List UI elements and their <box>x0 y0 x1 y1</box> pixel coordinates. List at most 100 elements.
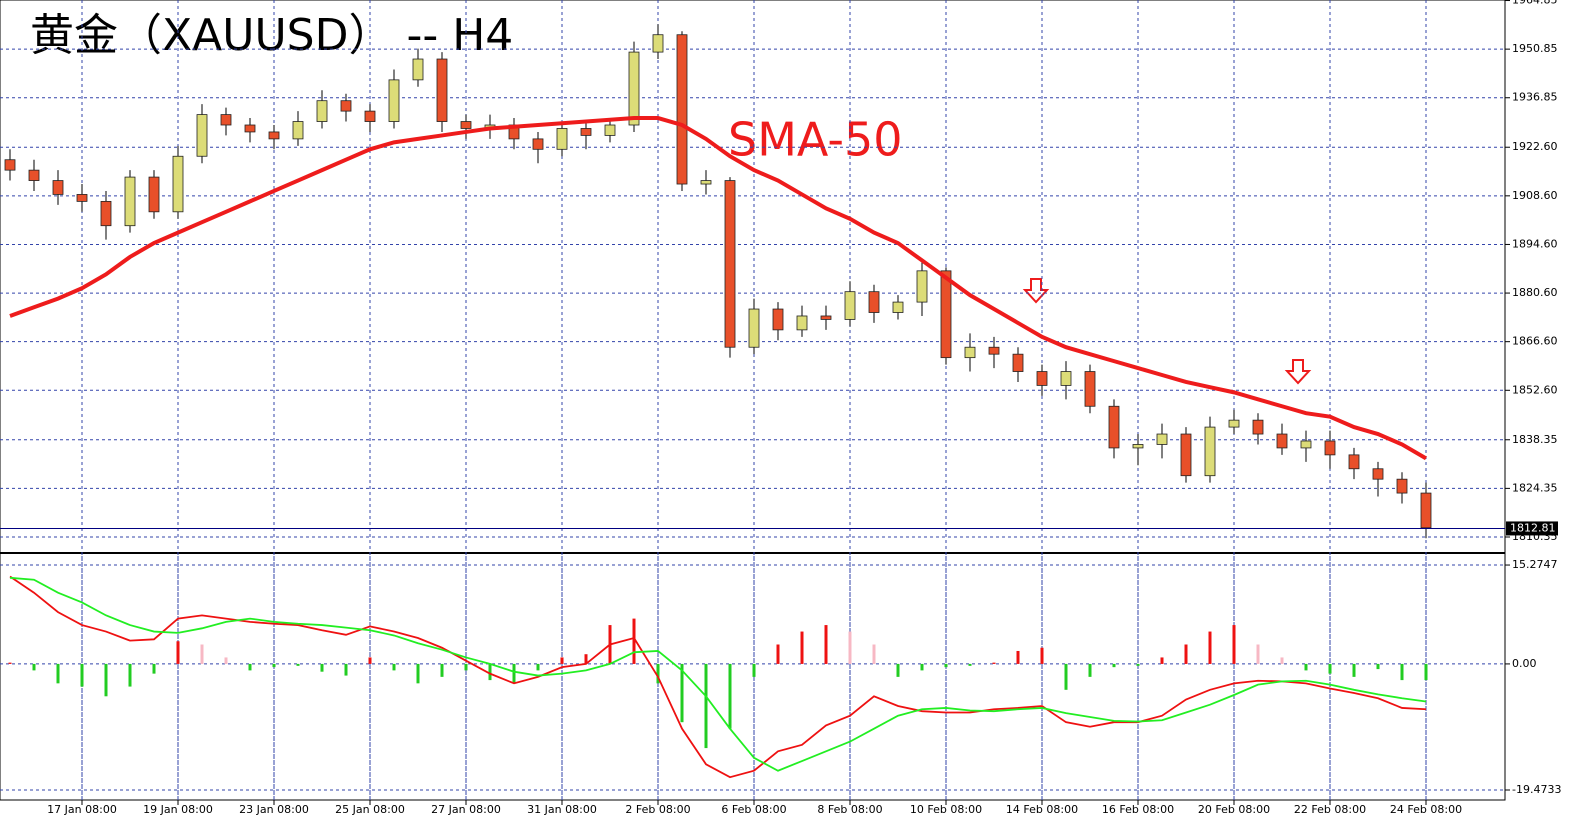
sma-line <box>9 116 1428 461</box>
histogram-bar <box>632 618 636 664</box>
histogram-bar <box>488 663 492 681</box>
y-tick-label: 1838.35 <box>1512 433 1558 446</box>
candle-body <box>796 315 808 331</box>
histogram-bar <box>296 663 300 666</box>
histogram-bar <box>8 662 12 664</box>
histogram-bar <box>1424 663 1428 681</box>
candle-body <box>676 34 688 185</box>
plot-frame <box>0 0 1506 801</box>
candle-body <box>388 79 400 122</box>
x-tick-label: 6 Feb 08:00 <box>721 803 786 816</box>
histogram-bar <box>248 663 252 671</box>
x-tick-label: 14 Feb 08:00 <box>1006 803 1078 816</box>
current-price-box <box>1506 521 1558 536</box>
x-tick-label: 25 Jan 08:00 <box>335 803 405 816</box>
candle-body <box>1348 454 1360 470</box>
histogram-bar <box>1016 650 1020 664</box>
candle-body <box>412 58 424 81</box>
histogram-bar <box>560 657 564 664</box>
histogram-bar <box>728 663 732 729</box>
histogram-bar <box>128 663 132 687</box>
candle-body <box>1036 371 1048 386</box>
histogram-bar <box>776 644 780 664</box>
candle-body <box>460 121 472 129</box>
x-tick-label: 10 Feb 08:00 <box>910 803 982 816</box>
histogram-bar <box>176 641 180 664</box>
candle-body <box>1156 433 1168 445</box>
candle-body <box>820 315 832 320</box>
histogram-bar <box>104 663 108 697</box>
candle-body <box>268 131 280 140</box>
candle-body <box>1372 468 1384 480</box>
current-price-label: 1812.81 <box>1510 521 1556 534</box>
histogram-bar <box>1040 647 1044 664</box>
histogram-bar <box>224 657 228 664</box>
y-tick-label: -19.4733 <box>1512 783 1561 796</box>
candle-body <box>1060 371 1072 386</box>
histogram-bar <box>896 663 900 677</box>
histogram-bar <box>1400 663 1404 681</box>
candle-body <box>196 114 208 157</box>
candle-body <box>556 128 568 150</box>
histogram-bar <box>1232 625 1236 664</box>
histogram-bar <box>416 663 420 684</box>
candle-body <box>220 114 232 126</box>
histogram-bar <box>1304 663 1308 671</box>
histogram-bar <box>1064 663 1068 690</box>
histogram-bar <box>848 631 852 664</box>
x-tick-label: 8 Feb 08:00 <box>817 803 882 816</box>
histogram-bar <box>464 663 468 671</box>
candle-body <box>916 270 928 303</box>
histogram-bar <box>272 663 276 668</box>
candle-body <box>172 155 184 213</box>
histogram-bar <box>56 663 60 684</box>
candle-body <box>4 159 16 171</box>
histogram-bar <box>512 663 516 684</box>
indicator-line <box>9 576 1427 772</box>
candle-body <box>1324 440 1336 456</box>
candle-body <box>1420 492 1432 529</box>
y-tick-label: 1908.60 <box>1512 189 1558 202</box>
y-tick-label: 1950.85 <box>1512 42 1558 55</box>
histogram-bar <box>920 663 924 671</box>
x-tick-label: 24 Feb 08:00 <box>1390 803 1462 816</box>
candle-body <box>772 308 784 331</box>
y-tick-label: 1964.85 <box>1512 0 1558 7</box>
candle-body <box>700 180 712 185</box>
candle-body <box>316 100 328 122</box>
histogram-bar <box>368 657 372 664</box>
x-tick-label: 23 Jan 08:00 <box>239 803 309 816</box>
histogram-bar <box>1256 644 1260 664</box>
arrow-marker <box>1022 278 1050 304</box>
histogram-bar <box>872 644 876 664</box>
histogram-bar <box>1352 663 1356 677</box>
candle-body <box>52 180 64 195</box>
histogram-bar <box>656 663 660 684</box>
y-tick-label: 1824.35 <box>1512 481 1558 494</box>
histogram-bar <box>392 663 396 671</box>
candle-body <box>892 301 904 313</box>
histogram-bar <box>680 663 684 723</box>
candle-body <box>1396 478 1408 494</box>
histogram-bar <box>536 663 540 671</box>
histogram-bar <box>320 663 324 672</box>
candle-body <box>28 169 40 181</box>
x-tick-label: 17 Jan 08:00 <box>47 803 117 816</box>
histogram-bar <box>944 663 948 668</box>
x-tick-label: 27 Jan 08:00 <box>431 803 501 816</box>
histogram-bar <box>992 662 996 664</box>
histogram-bar <box>968 663 972 666</box>
y-tick-label: 1852.60 <box>1512 383 1558 396</box>
candle-body <box>100 200 112 227</box>
y-tick-label: 1866.60 <box>1512 335 1558 348</box>
histogram-bar <box>704 663 708 749</box>
candle-body <box>604 124 616 136</box>
indicator-line <box>9 575 1427 779</box>
candle-body <box>124 176 136 227</box>
annotation: SMA-50 <box>728 113 902 167</box>
histogram-bar <box>440 663 444 677</box>
chart-title: 黄金（XAUUSD） -- H4 <box>30 10 513 61</box>
histogram-bar <box>200 644 204 664</box>
